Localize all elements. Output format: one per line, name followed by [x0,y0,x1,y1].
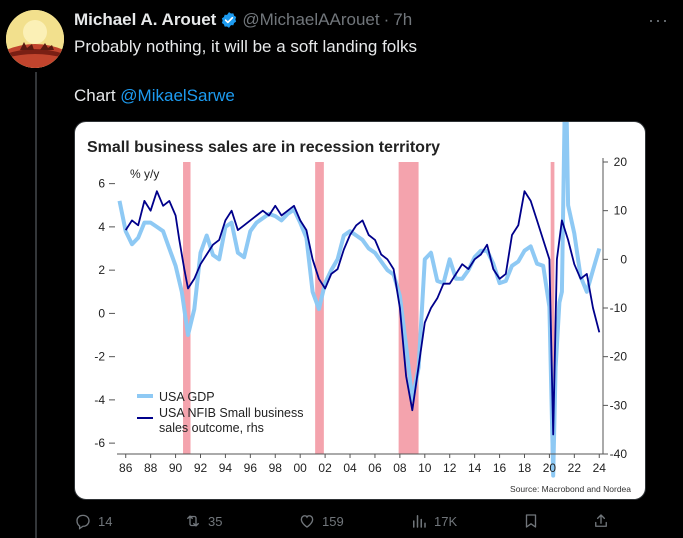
bookmark-icon [525,514,537,528]
like-count: 159 [322,513,344,529]
right-tick-label: -30 [610,398,628,412]
reply-icon [76,514,90,530]
repost-count: 35 [208,513,223,529]
tweet-text-line1: Probably nothing, it will be a soft land… [74,37,418,56]
recession-band [550,162,555,454]
x-tick-label: 06 [368,461,382,475]
like-icon [300,515,314,528]
left-tick-label: -2 [94,350,105,364]
left-tick-label: 6 [98,177,105,191]
legend-label-gdp: USA GDP [159,390,215,404]
x-tick-label: 10 [418,461,432,475]
right-tick-label: -10 [610,301,628,315]
x-tick-label: 18 [518,461,532,475]
repost-button[interactable]: 35 [184,510,222,532]
chart-source: Source: Macrobond and Nordea [510,484,631,494]
recession-band [183,162,191,454]
x-tick-label: 90 [169,461,183,475]
views-count: 17K [434,513,458,529]
tweet-text-line2: Chart @MikaelSarwe [74,84,417,108]
mention-link[interactable]: @MikaelSarwe [120,86,235,105]
more-icon[interactable]: ··· [648,10,669,30]
recession-band [398,162,419,454]
reply-button[interactable]: 14 [74,510,112,532]
chart-title: Small business sales are in recession te… [87,139,440,156]
separator-dot: · [383,10,390,29]
chart-svg: Small business sales are in recession te… [87,122,631,494]
chart-ylabel: % y/y [130,167,159,181]
x-tick-label: 20 [543,461,557,475]
bookmark-button[interactable] [522,510,540,532]
share-icon [595,514,607,527]
author-handle[interactable]: @MichaelAArouet [242,10,380,29]
share-button[interactable] [592,510,610,532]
tweet-header: Michael A. Arouet @MichaelAArouet · 7h [74,9,412,31]
x-tick-label: 94 [219,461,233,475]
right-tick-label: 20 [614,155,628,169]
x-tick-label: 86 [119,461,133,475]
author-name[interactable]: Michael A. Arouet [74,10,217,29]
x-tick-label: 88 [144,461,158,475]
x-tick-label: 04 [343,461,357,475]
x-tick-label: 14 [468,461,482,475]
timestamp[interactable]: 7h [393,10,413,29]
left-tick-label: 0 [98,306,105,320]
x-tick-label: 24 [593,461,607,475]
verified-badge-icon [222,12,237,28]
legend-label-nfib: USA NFIB Small business sales outcome, rh… [159,406,304,435]
views-button[interactable]: 17K [410,510,457,532]
action-bar: 14 35 159 17K [74,510,614,532]
tweet-text: Probably nothing, it will be a soft land… [74,35,417,108]
right-tick-label: -40 [610,447,628,461]
x-tick-label: 00 [294,461,308,475]
chart-credit-prefix: Chart [74,86,121,105]
right-tick-label: 0 [620,252,627,266]
x-tick-label: 96 [244,461,258,475]
tweet-media-chart[interactable]: Small business sales are in recession te… [74,121,646,500]
avatar[interactable] [6,10,64,68]
thread-line [35,72,37,538]
x-tick-label: 02 [318,461,332,475]
right-tick-label: 10 [614,204,628,218]
left-tick-label: 2 [98,263,105,277]
left-tick-label: 4 [98,220,105,234]
series-line-usa-gdp [117,122,602,478]
x-tick-label: 22 [568,461,582,475]
views-icon [413,515,426,528]
x-tick-label: 98 [269,461,283,475]
avatar-image [6,10,64,68]
x-tick-label: 16 [493,461,507,475]
reply-count: 14 [98,513,113,529]
like-button[interactable]: 159 [298,510,344,532]
x-tick-label: 08 [393,461,407,475]
chart-legend: USA GDP USA NFIB Small business sales out… [137,390,304,435]
x-tick-label: 12 [443,461,457,475]
right-tick-label: -20 [610,350,628,364]
series-line-usa-nfib [124,190,601,436]
x-tick-label: 92 [194,461,208,475]
left-tick-label: -4 [94,393,105,407]
repost-icon [187,515,199,527]
left-tick-label: -6 [94,436,105,450]
